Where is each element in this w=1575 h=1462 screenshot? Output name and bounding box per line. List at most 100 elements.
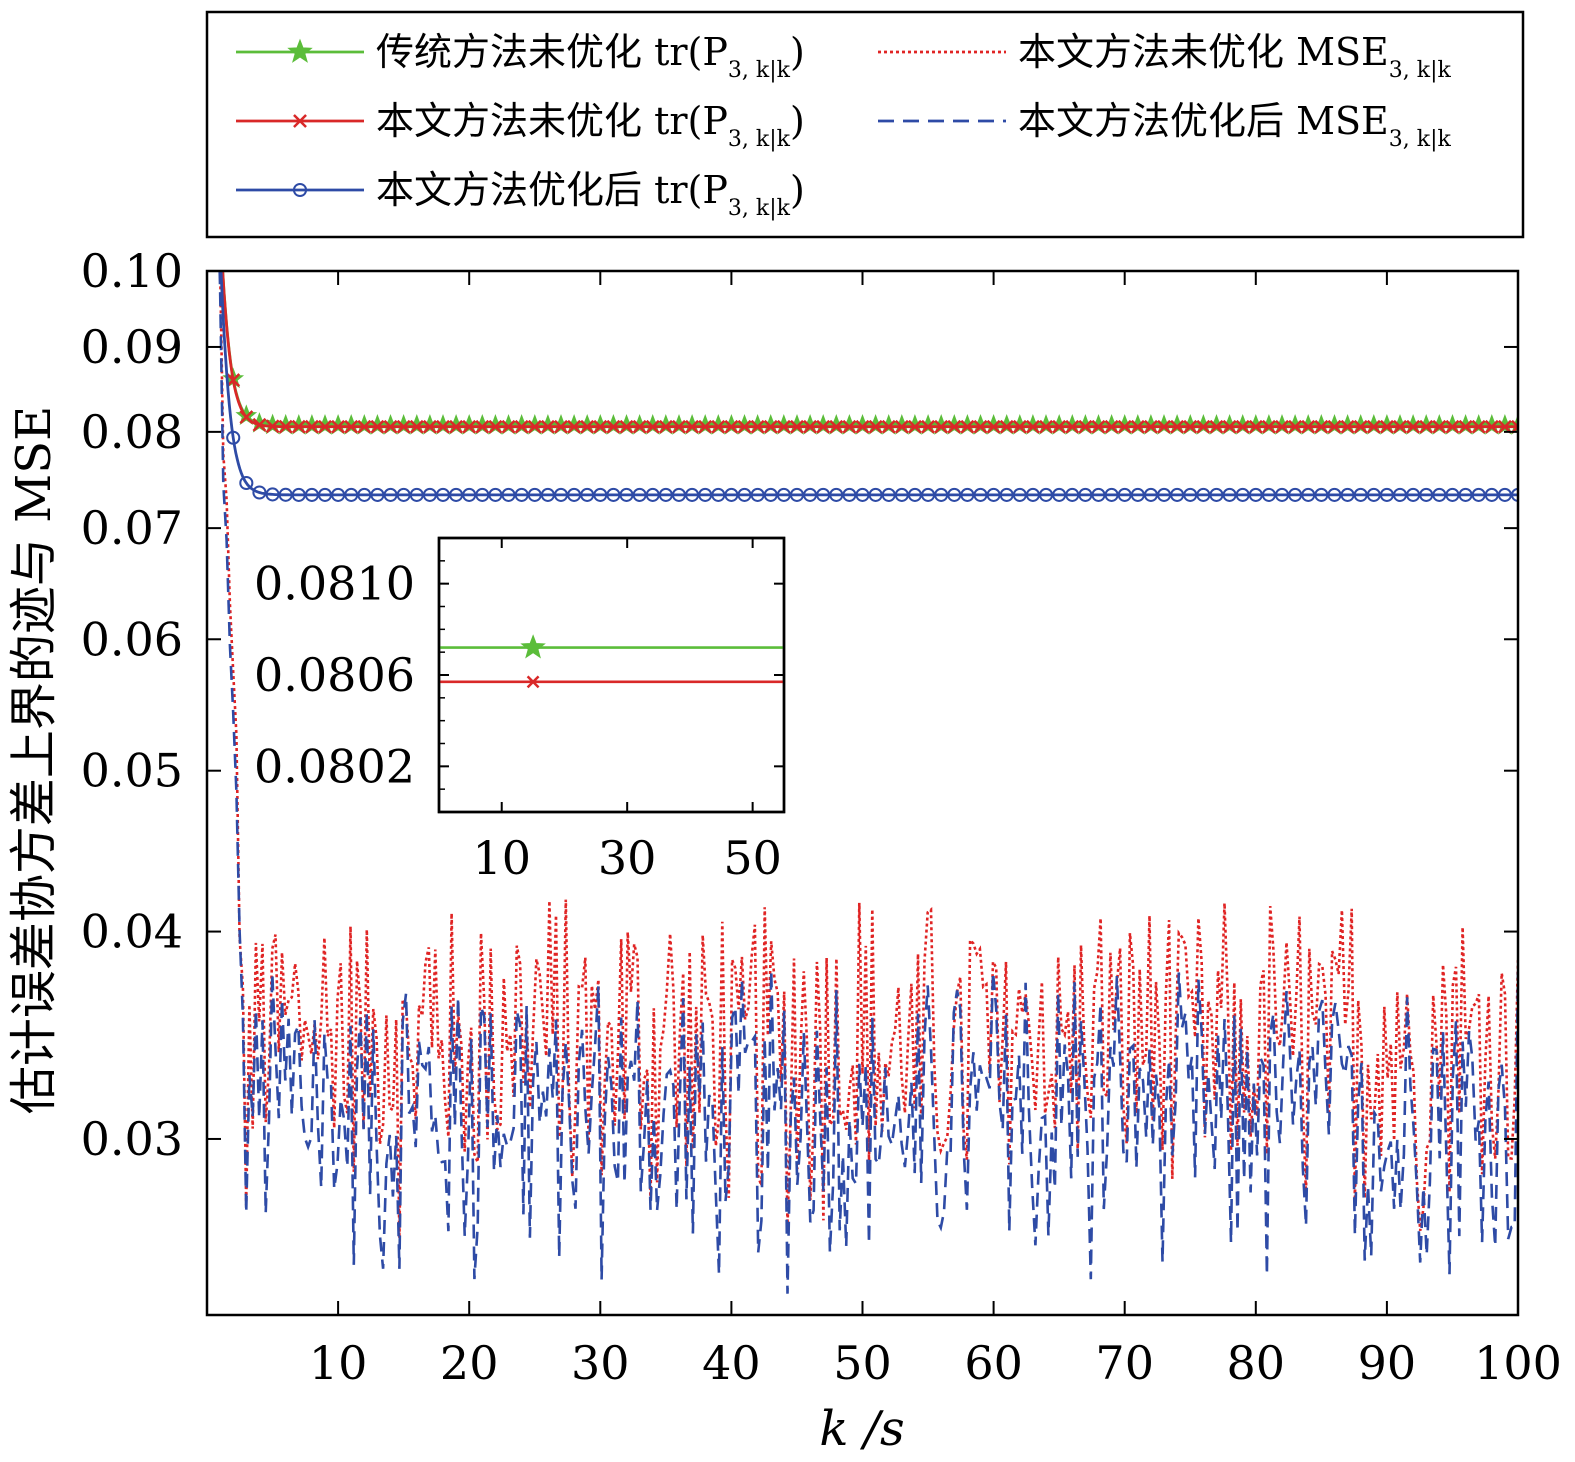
legend-entry-4: 本文方法优化后 MSE3, k|k [878,99,1451,152]
data-point [1117,487,1132,502]
data-point [265,487,280,502]
data-point [501,487,516,502]
data-point [226,373,241,387]
y-tick-label: 0.08 [81,405,183,459]
data-point [370,419,385,434]
data-point [973,487,988,502]
data-point [1275,419,1289,434]
data-point [999,419,1014,434]
data-point [409,419,424,434]
y-tick-label: 0.05 [81,744,183,798]
inset-data-point [526,675,540,689]
data-point [475,487,490,502]
x-tick-label: 100 [1474,1336,1562,1390]
data-point [580,419,595,434]
data-point [553,487,569,502]
data-point [763,419,778,434]
x-axis: 10 20 30 40 50 60 70 80 90 100 [309,271,1562,1390]
data-point [435,487,451,502]
inset-y-tick-label: 0.0806 [254,648,415,702]
data-point [1274,487,1290,502]
data-point [973,419,988,434]
data-point [921,419,935,434]
data-point [1052,487,1067,502]
x-tick-label: 20 [440,1336,499,1390]
inset-y-tick-label: 0.0802 [254,739,415,793]
data-point [1078,419,1093,434]
data-point [1432,419,1447,434]
data-point [1314,419,1329,434]
legend-entry-3: 本文方法未优化 MSE3, k|k [878,30,1451,83]
data-point [947,419,962,434]
data-point [554,419,568,434]
data-point [894,419,909,434]
data-point [540,487,555,502]
data-point [567,487,582,502]
data-point [1130,487,1145,502]
data-point [1209,487,1224,502]
data-point [960,419,975,434]
data-point [383,419,398,434]
data-point [1104,419,1119,434]
data-point [1379,487,1394,502]
legend-marker [292,182,308,198]
data-point [1025,487,1040,502]
data-point [1261,419,1276,434]
data-point [1445,487,1460,502]
data-point [1392,487,1408,502]
legend-entry-1: 本文方法未优化 tr(P3, k|k) [236,99,805,152]
legend-marker [287,38,313,63]
data-point [1445,419,1460,434]
data-point [724,487,739,502]
data-point [1301,487,1316,502]
data-point [304,487,319,502]
legend: 传统方法未优化 tr(P3, k|k) 本文方法未优化 tr(P3, k|k) 本文… [205,10,1525,239]
data-point [1065,487,1080,502]
data-point [357,419,372,434]
data-point [239,475,254,491]
data-point [226,430,241,445]
data-point [894,487,909,502]
inset-x-axis: 10 30 50 [472,538,782,885]
data-point [1091,419,1106,434]
data-point [1432,487,1447,502]
data-point [1248,419,1263,434]
data-point [1235,419,1250,434]
data-point [462,487,477,502]
data-point [750,487,765,502]
data-point [1471,487,1486,502]
inset-plot: 10 30 50 0.0802 0.0806 0.0810 [254,536,786,885]
data-point [462,419,477,434]
legend-label: 本文方法优化后 tr(P3, k|k) [376,168,805,221]
data-point [422,487,437,502]
data-point [396,487,411,502]
data-point [658,487,673,502]
data-point [1393,419,1407,434]
inset-y-tick-label: 0.0810 [254,557,415,611]
data-point [698,487,713,502]
data-point [1314,487,1329,502]
data-point [1091,487,1106,502]
data-point [1471,419,1486,434]
data-point [436,419,450,434]
inset-y-axis: 0.0802 0.0806 0.0810 [254,557,784,793]
data-point [1406,419,1421,434]
data-point [291,419,306,434]
data-point [1196,487,1211,502]
data-point [868,487,883,502]
x-tick-label: 40 [702,1336,761,1390]
data-point [986,419,1001,434]
data-point [1497,487,1512,502]
data-point [1012,419,1027,434]
data-point [1117,419,1132,434]
data-point [1078,487,1093,502]
y-tick-label: 0.03 [81,1112,183,1166]
x-tick-label: 50 [833,1336,892,1390]
data-point [1143,419,1158,434]
data-point [1301,419,1316,434]
data-point [1484,487,1499,502]
legend-label: 本文方法未优化 MSE3, k|k [1018,30,1451,83]
data-point [370,487,385,502]
data-point [632,419,647,434]
